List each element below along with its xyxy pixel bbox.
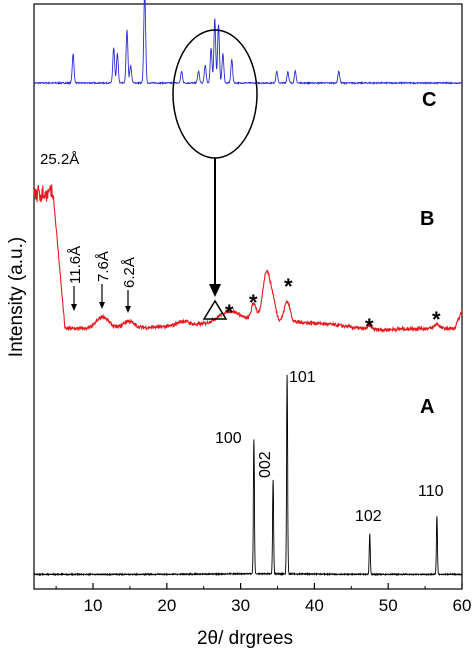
arrow-6-2-head: [125, 306, 131, 313]
d-label-6-2: 6.2Å: [121, 257, 138, 288]
x-ticks: 10 20 30 40 50 60: [55, 583, 472, 615]
series-b-line: [33, 184, 463, 334]
peak-label-002: 002: [257, 451, 274, 478]
peak-label-101: 101: [289, 369, 316, 386]
highlight-arrow-head: [209, 284, 221, 297]
d-label-7-6: 7.6Å: [95, 251, 112, 282]
d-spacing-arrows: [71, 284, 131, 313]
star-marker: *: [432, 307, 441, 332]
x-tick-label: 20: [157, 596, 176, 615]
panel-letter-a: A: [420, 396, 434, 418]
star-marker: *: [365, 314, 374, 339]
peak-label-102: 102: [355, 508, 382, 525]
series-layer: [33, 0, 463, 577]
series-c-line: [33, 0, 463, 86]
x-tick-label: 30: [231, 596, 250, 615]
x-tick-label: 50: [379, 596, 398, 615]
x-tick-label: 40: [305, 596, 324, 615]
peak-label-100: 100: [215, 430, 242, 447]
arrow-7-6-head: [99, 302, 105, 309]
star-marker: *: [249, 290, 258, 315]
panel-letter-c: C: [422, 89, 436, 111]
x-tick-label: 10: [84, 596, 103, 615]
panel-letter-b: B: [420, 208, 434, 230]
x-axis-title: 2θ/ drgrees: [197, 628, 293, 649]
arrow-11-6-head: [71, 304, 77, 311]
triangle-marker: [202, 299, 228, 320]
highlight-ellipse: [172, 29, 258, 159]
star-marker: *: [225, 300, 234, 325]
peak-label-110: 110: [418, 483, 444, 500]
y-axis-title: Intensity (a.u.): [6, 237, 27, 357]
d-label-25: 25.2Å: [40, 151, 79, 168]
plot-frame: [33, 3, 463, 590]
series-a-line: [33, 374, 463, 577]
d-label-11-6: 11.6Å: [67, 246, 84, 284]
star-marker: *: [284, 274, 293, 299]
x-tick-label: 60: [453, 596, 472, 615]
